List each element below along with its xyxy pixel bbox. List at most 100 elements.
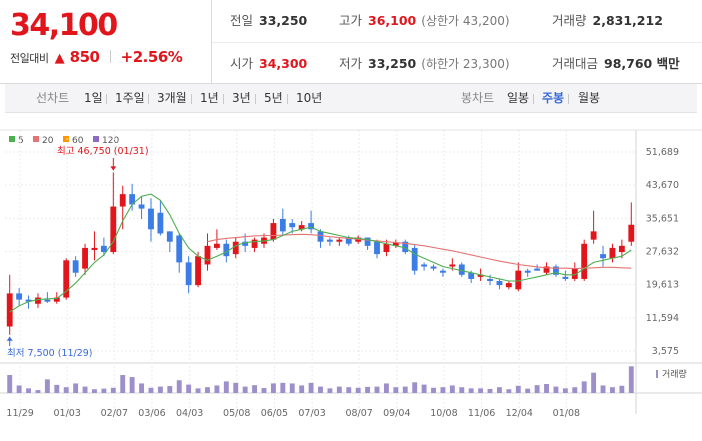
candle-down: [524, 270, 531, 273]
volume-bar: [7, 375, 13, 393]
volume-bar: [280, 382, 286, 393]
candle-up: [609, 247, 616, 259]
candle-down: [326, 239, 333, 242]
candle-up: [383, 243, 390, 253]
candle-down: [289, 223, 296, 228]
volume-bar: [44, 379, 50, 393]
volume-bar: [619, 385, 625, 393]
chart-canvas: 5 20 60 120 51,689 43,670 35,651 27,632 19,613 1…: [0, 129, 702, 419]
volume-bar: [214, 385, 220, 393]
quote-row: 시가 34,300 저가 33,250 (하한가 23,300) 거래대금 98,760…: [212, 42, 702, 84]
tab-line-1y[interactable]: 1년: [200, 91, 219, 105]
tab-line-10y[interactable]: 10년: [296, 91, 323, 105]
volume-bar: [110, 387, 116, 393]
candle-up: [270, 223, 277, 240]
volume-bar: [610, 387, 615, 393]
divider: [568, 94, 569, 104]
volume-bar: [336, 386, 342, 393]
candle-down: [402, 241, 409, 253]
divider: [255, 94, 256, 104]
tab-candle-daily[interactable]: 일봉: [507, 91, 530, 105]
tab-line-3y[interactable]: 3년: [232, 91, 251, 105]
volume-bar: [421, 384, 427, 393]
volume-bar: [26, 388, 31, 393]
volume-bar: [82, 386, 88, 393]
volume-bar: [440, 387, 446, 393]
volume-bar: [186, 384, 192, 393]
volume-bar: [346, 387, 352, 393]
x-axis: 11/29 01/03 02/07 03/06 04/03 05/08 06/05 07/03…: [6, 408, 580, 419]
prev-close-value: 33,250: [259, 13, 308, 28]
y-tick-label: 27,632: [646, 247, 679, 258]
volume-bar: [544, 384, 549, 393]
y-tick-label: 19,613: [646, 280, 679, 291]
divider: [106, 94, 107, 104]
divider: [533, 94, 534, 104]
divider: [287, 94, 288, 104]
y-tick-label: 35,651: [646, 213, 679, 224]
x-tick-label: 12/04: [506, 408, 533, 419]
volume-bar: [261, 388, 267, 393]
candle-down: [157, 212, 164, 234]
price-change: 전일대비 ▲ 850 +2.56%: [10, 47, 183, 66]
divider: [223, 94, 224, 104]
volume-bar: [299, 385, 305, 393]
legend-swatch-20: [33, 136, 39, 142]
candle-down: [487, 278, 493, 281]
candle-up: [195, 256, 201, 286]
x-tick-label: 05/08: [223, 408, 250, 419]
candle-up: [590, 231, 597, 240]
volume-bar: [242, 386, 248, 393]
day-low: 저가 33,250 (하한가 23,300): [339, 43, 510, 85]
volume-bar: [412, 382, 418, 393]
candle-chart-heading: 봉차트: [461, 91, 495, 105]
lower-limit: (하한가 23,300): [421, 57, 510, 71]
candle-down: [16, 293, 23, 300]
legend-label-120: 120: [102, 136, 119, 146]
ma20-line: [207, 233, 632, 270]
candle-down: [345, 237, 352, 244]
candle-up: [618, 245, 625, 253]
volume-bar: [393, 387, 399, 393]
volume-value: 2,831,212: [592, 13, 663, 28]
y-axis: 51,689 43,670 35,651 27,632 19,613 11,594 3,57…: [646, 147, 679, 357]
candle-down: [534, 268, 541, 271]
candle-down: [411, 247, 418, 271]
volume-bar: [355, 387, 361, 393]
prev-close: 전일 33,250: [230, 0, 307, 42]
candle-down: [496, 280, 503, 286]
candle-up: [628, 224, 635, 242]
volume-legend-marker: [656, 370, 658, 378]
tab-line-3m[interactable]: 3개월: [157, 91, 187, 105]
volume-bar: [16, 385, 22, 393]
high-arrow-head: [110, 166, 117, 171]
y-tick-label: 51,689: [646, 147, 679, 158]
volume-bar: [289, 383, 295, 393]
change-rate: +2.56%: [120, 48, 183, 66]
candle-up: [63, 260, 70, 298]
volume-bar: [252, 385, 258, 393]
y-tick-label: 43,670: [646, 180, 679, 191]
day-high: 고가 36,100 (상한가 43,200): [339, 0, 510, 42]
tab-candle-monthly[interactable]: 월봉: [578, 91, 601, 105]
candle-down: [440, 270, 446, 273]
candle-up: [204, 245, 211, 265]
volume-bar: [195, 388, 201, 393]
volume-bar: [628, 366, 634, 393]
tab-line-1w[interactable]: 1주일: [115, 91, 145, 105]
tab-line-5y[interactable]: 5년: [264, 91, 283, 105]
tab-line-1d[interactable]: 1일: [84, 91, 103, 105]
tab-candle-weekly[interactable]: 주봉: [542, 91, 565, 105]
x-tick-label: 09/04: [383, 408, 410, 419]
volume-bar: [318, 386, 323, 393]
x-tick-label: 04/03: [176, 408, 203, 419]
candle-down: [421, 264, 428, 267]
volume-bar: [600, 385, 606, 393]
volume-bar: [205, 387, 210, 393]
x-tick-label: 01/08: [553, 408, 580, 419]
candle-down: [553, 266, 559, 275]
volume-bar: [129, 377, 135, 393]
volume-series: 거래량: [7, 366, 687, 393]
line-chart-heading: 선차트: [36, 91, 70, 105]
volume-bar: [101, 388, 107, 393]
